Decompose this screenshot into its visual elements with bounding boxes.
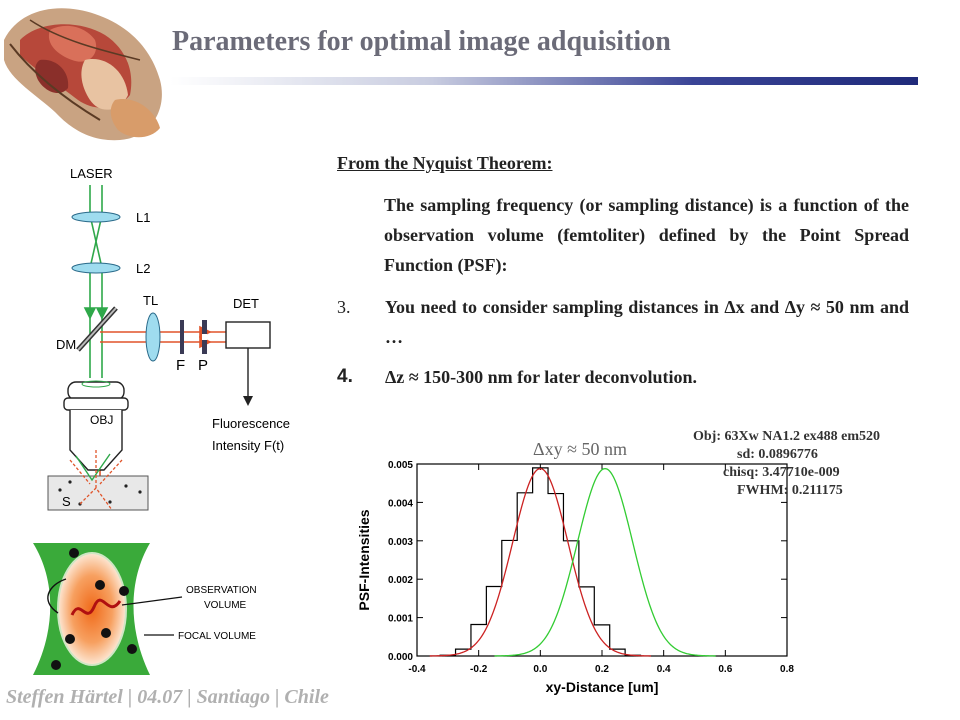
y-axis-label: PSF-Intensities — [356, 509, 372, 610]
tube-lens — [145, 312, 161, 362]
list-item-number: 3. — [337, 297, 351, 317]
x-tick-label: 0.4 — [657, 664, 671, 675]
label-focal-volume: FOCAL VOLUME — [178, 631, 256, 642]
x-tick-label: -0.4 — [408, 664, 426, 675]
label-observation: OBSERVATION — [186, 585, 257, 596]
title-rule — [170, 77, 918, 85]
sample — [47, 475, 149, 511]
label-intensity: Intensity F(t) — [212, 438, 284, 453]
x-tick-label: 0.6 — [718, 664, 732, 675]
series-line-2 — [494, 467, 716, 657]
observation-volume-diagram: OBSERVATION VOLUME FOCAL VOLUME — [33, 543, 257, 675]
detector — [225, 321, 271, 349]
chart-annotation: Δxy ≈ 50 nm — [533, 439, 627, 459]
psf-chart: -0.4 -0.2 0.0 0.2 0.4 0.6 0.8 0.000 0.001 0.002 0.… — [356, 429, 880, 695]
y-tick-label: 0.005 — [388, 460, 413, 471]
list-item-text: Δz ≈ 150-300 nm for later deconvolution. — [385, 367, 697, 387]
label-volume: VOLUME — [204, 600, 247, 611]
series-line-1 — [429, 467, 651, 657]
series-line-0 — [439, 467, 642, 656]
info-line: Obj: 63Xw NA1.2 ex488 em520 — [693, 429, 880, 444]
y-tick-label: 0.001 — [388, 614, 413, 625]
x-axis-label: xy-Distance [um] — [546, 679, 659, 695]
confocal-optics-diagram: LASER L1 L2 TL DET DM F P OBJ S Fluoresc… — [47, 166, 290, 511]
y-tick-label: 0.002 — [388, 575, 413, 586]
label-p: P — [198, 357, 208, 374]
filter — [180, 320, 184, 354]
list-item-number: 4. — [337, 366, 353, 387]
y-tick-label: 0.003 — [388, 537, 413, 548]
list-item: 3. You need to consider sampling distanc… — [337, 292, 909, 352]
nyquist-heading: From the Nyquist Theorem: — [337, 153, 553, 173]
list-item: 4. Δz ≈ 150-300 nm for later deconvoluti… — [337, 362, 909, 392]
list-item-text: You need to consider sampling distances … — [385, 297, 909, 347]
x-tick-label: 0.0 — [533, 664, 547, 675]
label-f: F — [176, 357, 185, 374]
info-line: sd: 0.0896776 — [737, 447, 818, 462]
label-l1: L1 — [136, 210, 150, 225]
y-tick-label: 0.000 — [388, 652, 413, 663]
label-det: DET — [233, 296, 259, 311]
label-tl: TL — [143, 293, 158, 308]
anatomy-logo-image — [4, 8, 162, 141]
label-s: S — [62, 494, 71, 509]
psf-paragraph: The sampling frequency (or sampling dist… — [384, 195, 909, 275]
x-tick-label: 0.8 — [780, 664, 794, 675]
footer-credit: Steffen Härtel | 04.07 | Santiago | Chil… — [6, 686, 329, 708]
plot-frame — [416, 463, 788, 657]
info-line: chisq: 3.47710e-009 — [723, 465, 840, 480]
info-box: Obj: 63Xw NA1.2 ex488 em520 sd: 0.089677… — [693, 429, 880, 498]
x-tick-label: -0.2 — [470, 664, 488, 675]
lens-l1 — [71, 211, 121, 223]
y-tick-label: 0.004 — [388, 498, 413, 509]
page-title: Parameters for optimal image adquisition — [172, 26, 671, 57]
label-fluorescence: Fluorescence — [212, 416, 290, 431]
label-l2: L2 — [136, 261, 150, 276]
lens-l2 — [71, 262, 121, 274]
nyquist-text-block: From the Nyquist Theorem: The sampling f… — [337, 148, 909, 392]
label-dm: DM — [56, 337, 76, 352]
info-line: FWHM: 0.211175 — [737, 483, 843, 498]
label-obj: OBJ — [90, 413, 113, 427]
label-laser: LASER — [70, 166, 113, 181]
x-tick-label: 0.2 — [595, 664, 609, 675]
